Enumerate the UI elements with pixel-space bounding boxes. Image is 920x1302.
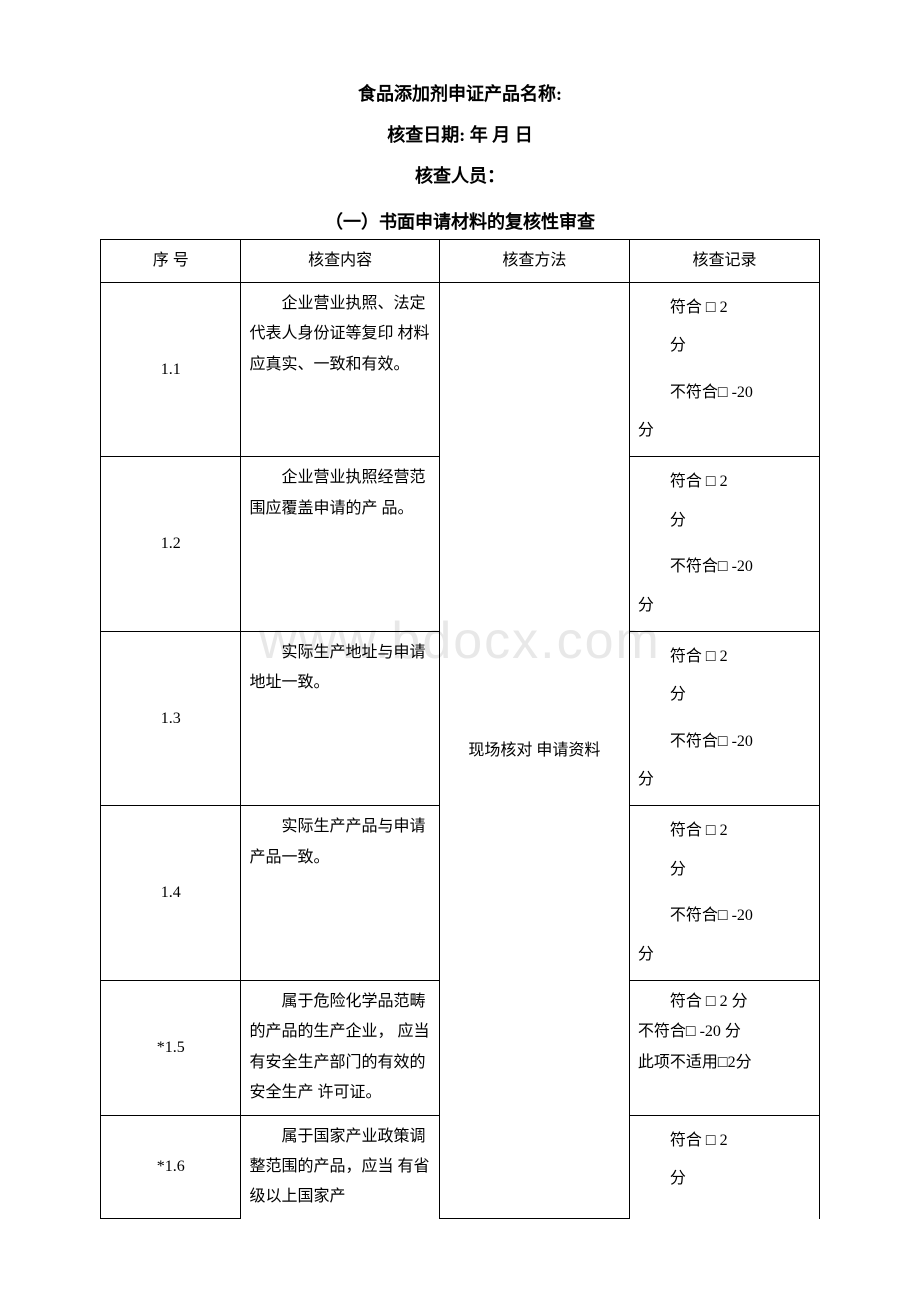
cell-seq: 1.2 xyxy=(101,457,241,632)
header-content: 核查内容 xyxy=(241,240,439,283)
record-pass: 符合 □ 2 分 xyxy=(638,987,811,1017)
header-record: 核查记录 xyxy=(629,240,819,283)
record-pass-unit: 分 xyxy=(638,1160,811,1198)
cell-record: 符合 □ 2 分 不符合□ -20 分 此项不适用□2分 xyxy=(629,981,819,1116)
section-title: （一）书面申请材料的复核性审查 xyxy=(100,208,820,237)
review-table: 序 号 核查内容 核查方法 核查记录 1.1 企业营业执照、法定代表人身份证等复… xyxy=(100,239,820,1219)
cell-content: 企业营业执照、法定代表人身份证等复印 材料应真实、一致和有效。 xyxy=(241,282,439,457)
cell-seq: *1.5 xyxy=(101,981,241,1116)
inspection-date: 核查日期: 年 月 日 xyxy=(100,121,820,150)
cell-content: 企业营业执照经营范围应覆盖申请的产 品。 xyxy=(241,457,439,632)
cell-method: 现场核对 申请资料 xyxy=(439,282,629,1218)
record-fail: 不符合□ -20 xyxy=(638,897,811,935)
record-pass: 符合 □ 2 xyxy=(638,812,811,850)
cell-seq: 1.1 xyxy=(101,282,241,457)
inspectors: 核查人员： xyxy=(100,162,820,191)
cell-record: 符合 □ 2 分 xyxy=(629,1115,819,1219)
cell-seq: 1.4 xyxy=(101,806,241,981)
record-na: 此项不适用□2分 xyxy=(638,1048,811,1078)
cell-record: 符合 □ 2 分 不符合□ -20 分 xyxy=(629,631,819,806)
cell-seq: 1.3 xyxy=(101,631,241,806)
cell-record: 符合 □ 2 分 不符合□ -20 分 xyxy=(629,457,819,632)
record-pass-unit: 分 xyxy=(638,327,811,365)
record-pass: 符合 □ 2 xyxy=(638,289,811,327)
table-header-row: 序 号 核查内容 核查方法 核查记录 xyxy=(101,240,820,283)
record-fail: 不符合□ -20 xyxy=(638,374,811,412)
cell-record: 符合 □ 2 分 不符合□ -20 分 xyxy=(629,282,819,457)
record-fail-unit: 分 xyxy=(638,761,811,799)
header-seq: 序 号 xyxy=(101,240,241,283)
cell-content: 实际生产产品与申请产品一致。 xyxy=(241,806,439,981)
cell-content: 属于国家产业政策调整范围的产品，应当 有省级以上国家产 xyxy=(241,1115,439,1219)
record-fail: 不符合□ -20 xyxy=(638,548,811,586)
cell-seq: *1.6 xyxy=(101,1115,241,1219)
record-pass: 符合 □ 2 xyxy=(638,638,811,676)
record-pass-unit: 分 xyxy=(638,851,811,889)
record-fail-unit: 分 xyxy=(638,412,811,450)
record-pass: 符合 □ 2 xyxy=(638,1122,811,1160)
header-method: 核查方法 xyxy=(439,240,629,283)
record-fail-unit: 分 xyxy=(638,936,811,974)
cell-content: 实际生产地址与申请地址一致。 xyxy=(241,631,439,806)
document-title: 食品添加剂申证产品名称: xyxy=(100,80,820,109)
table-row: 1.1 企业营业执照、法定代表人身份证等复印 材料应真实、一致和有效。 现场核对… xyxy=(101,282,820,457)
record-fail-unit: 分 xyxy=(638,587,811,625)
cell-record: 符合 □ 2 分 不符合□ -20 分 xyxy=(629,806,819,981)
cell-content: 属于危险化学品范畴的产品的生产企业， 应当有安全生产部门的有效的安全生产 许可证… xyxy=(241,981,439,1116)
record-pass: 符合 □ 2 xyxy=(638,463,811,501)
record-fail: 不符合□ -20 分 xyxy=(638,1017,811,1047)
record-pass-unit: 分 xyxy=(638,502,811,540)
record-pass-unit: 分 xyxy=(638,676,811,714)
record-fail: 不符合□ -20 xyxy=(638,723,811,761)
